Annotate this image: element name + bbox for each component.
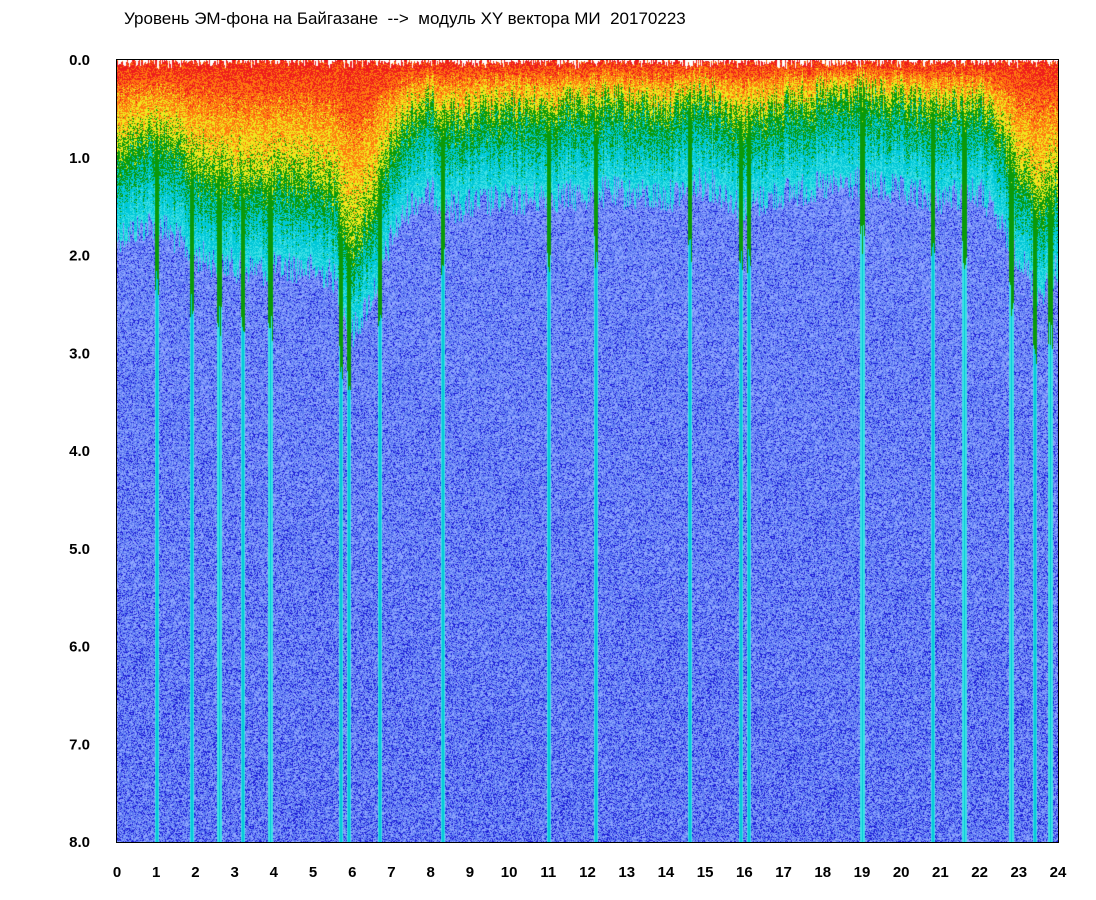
x-tick-label: 4: [270, 864, 279, 881]
x-tick-label: 21: [932, 864, 949, 881]
y-tick-label: 1.0: [69, 150, 90, 167]
x-tick-label: 8: [426, 864, 434, 881]
x-tick-label: 18: [814, 864, 831, 881]
y-axis: 0.0 1.0 2.0 3.0 4.0 5.0 6.0 7.0 8.0: [69, 52, 90, 851]
x-tick-label: 3: [230, 864, 238, 881]
x-tick-label: 17: [775, 864, 792, 881]
plot-frame: [116, 59, 1059, 843]
x-tick-label: 0: [113, 864, 121, 881]
x-tick-label: 19: [854, 864, 871, 881]
x-tick-label: 14: [658, 864, 675, 881]
x-tick-label: 11: [540, 864, 556, 881]
y-tick-label: 8.0: [69, 834, 90, 851]
chart-title: Уровень ЭМ-фона на Байгазане --> модуль …: [124, 9, 686, 28]
x-axis: 0 1 2 3 4 5 6 7 8 9 10 11 12 13 14 15 16 17 18 19 20 21 22 23 24: [113, 864, 1067, 881]
x-tick-label: 15: [697, 864, 714, 881]
x-tick-label: 7: [387, 864, 395, 881]
x-tick-label: 6: [348, 864, 356, 881]
x-tick-label: 9: [466, 864, 474, 881]
heatmap-image: [117, 60, 1058, 842]
y-tick-label: 2.0: [69, 248, 90, 265]
x-tick-label: 12: [579, 864, 596, 881]
y-tick-label: 3.0: [69, 345, 90, 362]
x-tick-label: 10: [501, 864, 518, 881]
y-tick-label: 0.0: [69, 52, 90, 69]
x-tick-label: 13: [618, 864, 635, 881]
x-tick-label: 16: [736, 864, 753, 881]
y-tick-label: 5.0: [69, 541, 90, 558]
y-tick-label: 4.0: [69, 443, 90, 460]
x-tick-label: 20: [893, 864, 910, 881]
x-tick-label: 2: [191, 864, 199, 881]
x-tick-label: 23: [1010, 864, 1027, 881]
x-tick-label: 5: [309, 864, 317, 881]
y-tick-label: 7.0: [69, 736, 90, 753]
x-tick-label: 24: [1050, 864, 1067, 881]
x-tick-label: 1: [152, 864, 160, 881]
x-tick-label: 22: [971, 864, 988, 881]
y-tick-label: 6.0: [69, 639, 90, 656]
